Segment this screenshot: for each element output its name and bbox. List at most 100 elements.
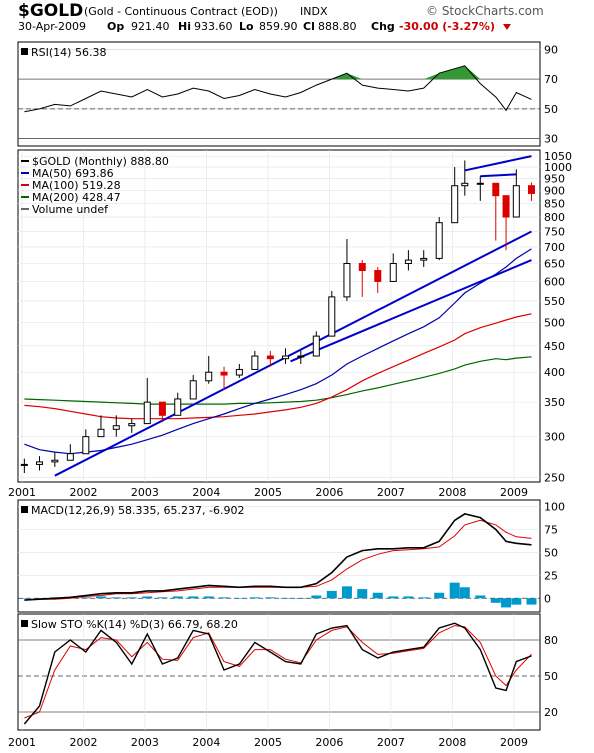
stochastic-year-label: 2001 xyxy=(8,736,36,749)
price-tick-label: 950 xyxy=(544,173,565,186)
price-year-label: 2009 xyxy=(500,486,528,499)
macd-tick-label: 25 xyxy=(544,569,558,582)
price-year-label: 2001 xyxy=(8,486,36,499)
stochastic-panel-frame xyxy=(17,613,541,731)
ma200-line xyxy=(24,356,532,405)
price-legend-label: Volume undef xyxy=(32,203,109,216)
price-candle-body xyxy=(512,185,520,218)
macd-tick-label: 50 xyxy=(544,546,558,559)
price-tick-label: 650 xyxy=(544,258,565,271)
price-tick-label: 850 xyxy=(544,197,565,210)
stochastic-year-label: 2006 xyxy=(315,736,343,749)
chart-title-exchange: INDX xyxy=(300,5,328,18)
macd-histogram-bar xyxy=(234,598,245,599)
stochastic-year-label: 2005 xyxy=(254,736,282,749)
stochastic-year-label: 2004 xyxy=(192,736,220,749)
macd-histogram-bar xyxy=(418,597,429,599)
price-candle-body xyxy=(97,428,105,438)
price-candle-body xyxy=(492,182,500,197)
macd-histogram-bar xyxy=(172,596,183,599)
price-tick-label: 1050 xyxy=(544,150,572,163)
macd-histogram-bar xyxy=(265,597,276,599)
price-candle-body xyxy=(51,459,59,463)
quote-change-label: Chg xyxy=(371,20,395,33)
price-tick-label: 350 xyxy=(544,396,565,409)
price-candle-body xyxy=(189,380,197,400)
trendline xyxy=(480,173,517,178)
price-candle-body xyxy=(128,423,136,427)
price-candle-body xyxy=(502,195,510,218)
price-tick-label: 500 xyxy=(544,316,565,329)
macd-histogram-bar xyxy=(249,597,260,599)
macd-histogram-bar xyxy=(459,587,470,599)
macd-histogram-bar xyxy=(490,598,501,603)
macd-histogram-bar xyxy=(203,596,214,599)
macd-histogram-bar xyxy=(157,597,168,599)
macd-tick-label: 0 xyxy=(544,592,551,605)
macd-tick-label: 100 xyxy=(544,501,565,514)
change-down-arrow-icon xyxy=(503,24,511,30)
macd-histogram-bar xyxy=(126,597,137,599)
price-tick-label: 550 xyxy=(544,295,565,308)
macd-histogram-bar xyxy=(511,598,522,605)
price-candle-body xyxy=(281,355,289,360)
price-legend-label: MA(200) 428.47 xyxy=(32,191,121,204)
macd-histogram-bar xyxy=(95,596,106,599)
price-legend-label: MA(100) 519.28 xyxy=(32,179,121,192)
price-tick-label: 450 xyxy=(544,340,565,353)
rsi-tick-label: 70 xyxy=(544,73,558,86)
macd-histogram-bar xyxy=(111,597,122,599)
ma50-line xyxy=(24,248,532,455)
macd-histogram-bar xyxy=(449,582,460,599)
price-candle-body xyxy=(374,270,382,282)
trendline xyxy=(464,155,532,172)
price-candle-body xyxy=(174,398,182,416)
macd-histogram-bar xyxy=(526,598,537,605)
macd-histogram-bar xyxy=(388,596,399,599)
quote-open-label: Op xyxy=(107,20,124,33)
price-legend-label: MA(50) 693.86 xyxy=(32,167,114,180)
quote-high-label: Hi xyxy=(178,20,191,33)
price-year-label: 2004 xyxy=(192,486,220,499)
trendline xyxy=(54,230,532,477)
price-candle-body xyxy=(112,425,120,430)
stochastic-year-label: 2009 xyxy=(500,736,528,749)
stochastic-year-label: 2003 xyxy=(131,736,159,749)
macd-histogram-bar xyxy=(142,596,153,599)
price-candle-body xyxy=(235,368,243,376)
stochastic-tick-label: 50 xyxy=(544,670,558,683)
macd-histogram-bar xyxy=(403,596,414,599)
macd-histogram-bar xyxy=(80,597,91,599)
price-candle-body xyxy=(451,185,459,224)
rsi-line xyxy=(24,65,532,113)
trendline xyxy=(290,259,532,363)
macd-tick-label: 75 xyxy=(544,524,558,537)
price-tick-label: 600 xyxy=(544,275,565,288)
price-tick-label: 750 xyxy=(544,225,565,238)
rsi-panel-frame xyxy=(17,41,541,147)
quote-change: -30.00 (-3.27%) xyxy=(399,20,495,33)
stochastic-tick-label: 20 xyxy=(544,706,558,719)
price-candle-body xyxy=(312,335,320,357)
price-tick-label: 300 xyxy=(544,431,565,444)
stochastic-legend-label: Slow STO %K(14) %D(3) 66.79, 68.20 xyxy=(31,618,238,631)
stochastic-d-line xyxy=(24,625,532,719)
price-candle-body xyxy=(461,182,469,187)
rsi-legend-swatch xyxy=(21,48,28,55)
price-panel-frame xyxy=(17,149,541,483)
price-candle-body xyxy=(36,461,44,465)
macd-histogram-bar xyxy=(311,595,322,599)
macd-legend-swatch xyxy=(21,506,28,513)
rsi-legend: RSI(14) 56.38 xyxy=(21,46,106,59)
stochastic-year-label: 2007 xyxy=(377,736,405,749)
quote-close: 888.80 xyxy=(318,20,357,33)
quote-date: 30-Apr-2009 xyxy=(18,20,86,33)
price-candle-body xyxy=(358,263,366,272)
macd-histogram-bar xyxy=(357,589,368,599)
rsi-legend-label: RSI(14) 56.38 xyxy=(31,46,106,59)
chart-title-name: (Gold - Continuous Contract (EOD)) xyxy=(84,5,278,18)
stochastic-year-label: 2008 xyxy=(438,736,466,749)
macd-legend-label: MACD(12,26,9) 58.335, 65.237, -6.902 xyxy=(31,504,244,517)
price-year-label: 2003 xyxy=(131,486,159,499)
